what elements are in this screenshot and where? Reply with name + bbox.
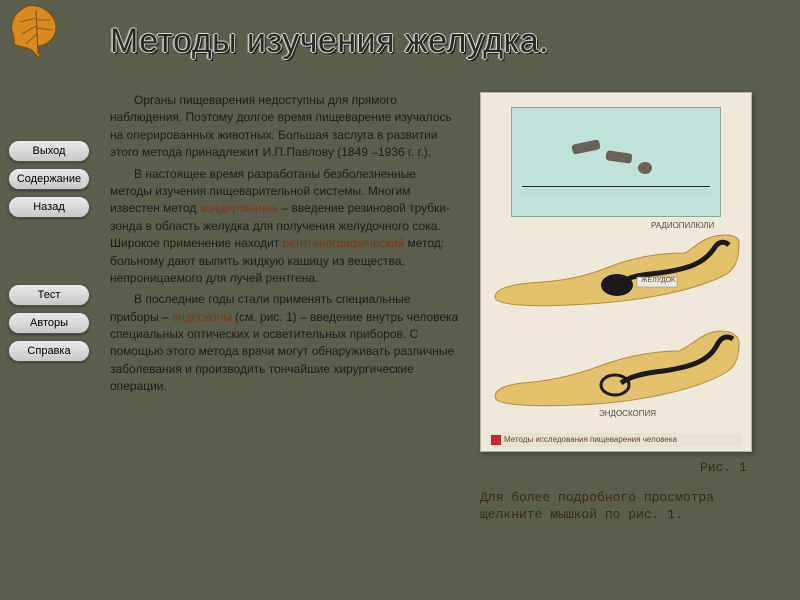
highlight-rentgen: рентгенографический [283, 236, 404, 250]
figure-label-endoscopy: ЭНДОСКОПИЯ [599, 409, 656, 418]
figure-1[interactable]: РАДИОПИЛЮЛИ ЖЕЛУДОК ЭНДОСКОПИЯ Методы ис… [480, 92, 752, 452]
oak-leaf-icon [6, 2, 66, 60]
figure-label-stomach: ЖЕЛУДОК [641, 277, 675, 284]
page-title: Методы изучения желудка. [110, 22, 780, 61]
main-text: Органы пищеварения недоступны для прямог… [110, 92, 460, 400]
figure-panel-body: ЖЕЛУДОК ЭНДОСКОПИЯ [489, 233, 745, 423]
figure-footer-icon [491, 435, 501, 445]
highlight-zondirovanie: зондирования [200, 201, 278, 215]
contents-button[interactable]: Содержание [8, 168, 90, 190]
figure-hint: Для более подробного просмотра щелкните … [480, 490, 760, 524]
paragraph-3: В последние годы стали применять специал… [110, 291, 460, 395]
highlight-endoskopy: эндоскопы [172, 310, 232, 324]
figure-label-radiopills: РАДИОПИЛЮЛИ [651, 221, 714, 230]
back-button[interactable]: Назад [8, 196, 90, 218]
paragraph-1: Органы пищеварения недоступны для прямог… [110, 92, 460, 162]
test-button[interactable]: Тест [8, 284, 90, 306]
sidebar: Выход Содержание Назад Тест Авторы Справ… [0, 0, 100, 600]
figure-footer-text: Методы исследования пищеварения человека [504, 435, 677, 444]
figure-caption: Рис. 1 [700, 460, 747, 475]
paragraph-2: В настоящее время разработаны безболезне… [110, 166, 460, 288]
authors-button[interactable]: Авторы [8, 312, 90, 334]
figure-footer: Методы исследования пищеварения человека [489, 433, 743, 447]
exit-button[interactable]: Выход [8, 140, 90, 162]
figure-panel-radiopills [511, 107, 721, 217]
help-button[interactable]: Справка [8, 340, 90, 362]
nav-button-group: Выход Содержание Назад Тест Авторы Справ… [8, 140, 92, 368]
